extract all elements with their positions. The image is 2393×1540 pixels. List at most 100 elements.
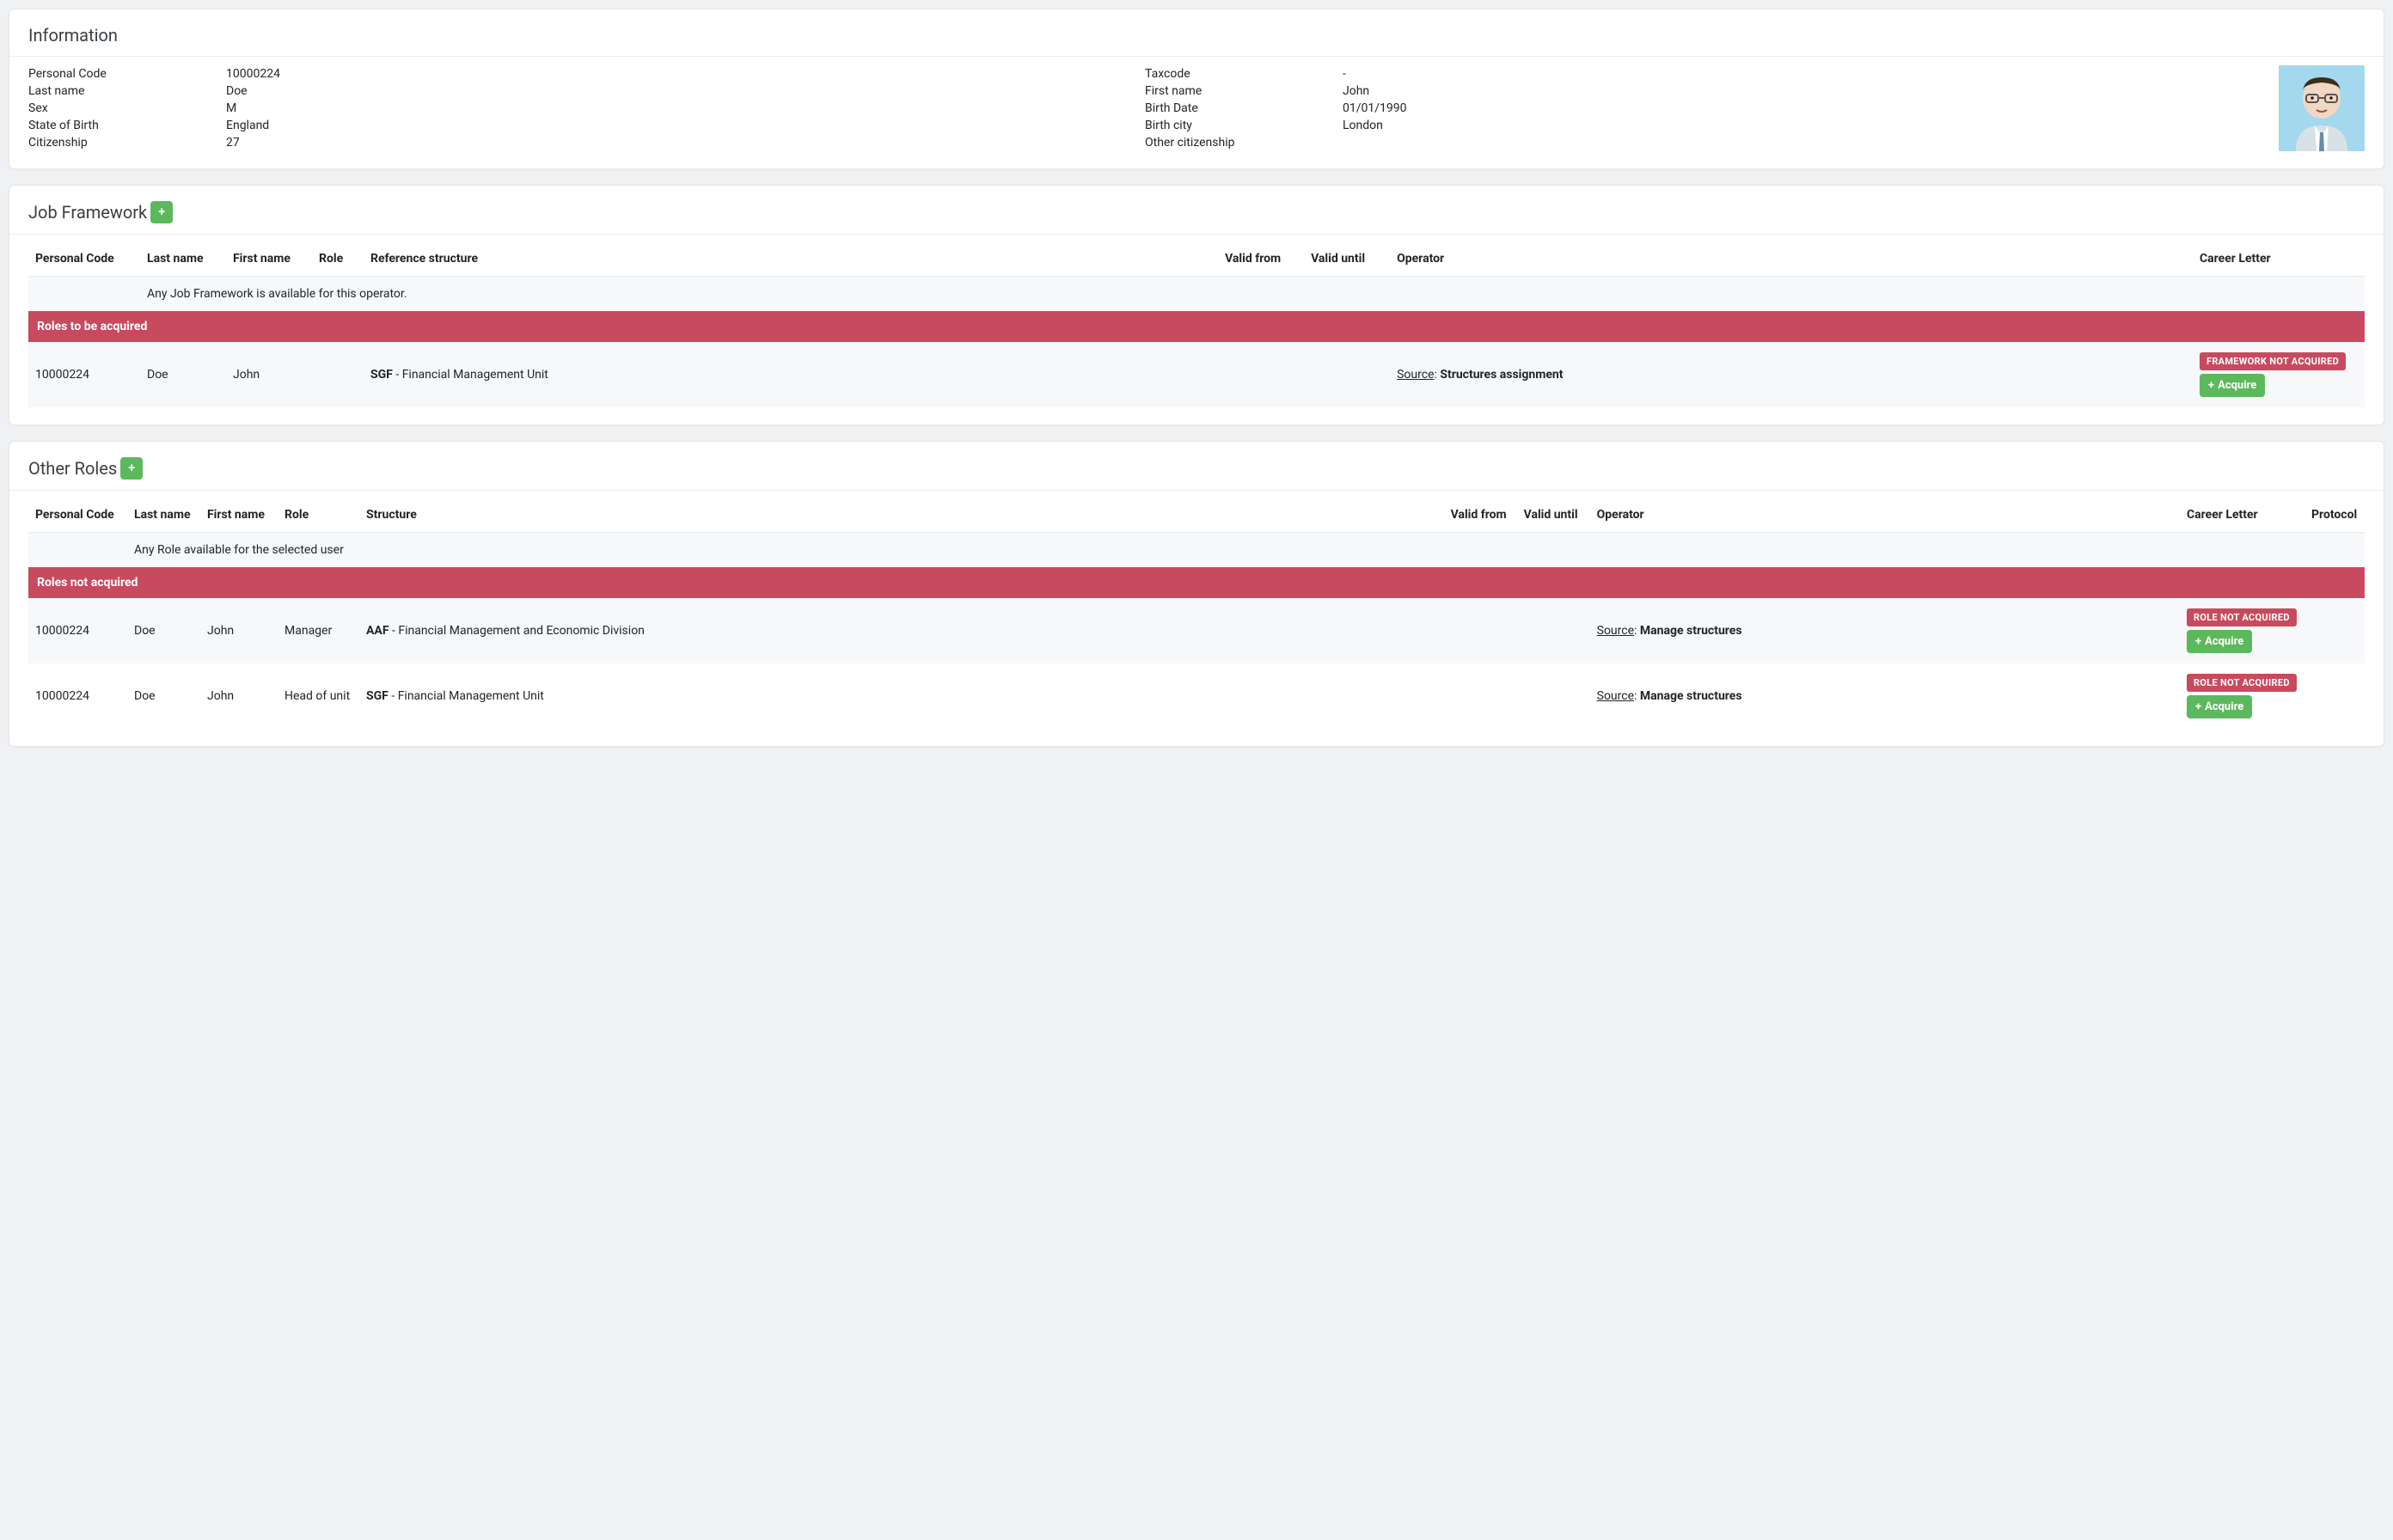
other-roles-table: Personal Code Last name First name Role … xyxy=(28,498,2365,729)
table-header-row: Personal Code Last name First name Role … xyxy=(28,498,2365,533)
job-framework-body: Personal Code Last name First name Role … xyxy=(9,241,2384,425)
structure-sep: - xyxy=(393,368,402,382)
other-roles-title: Other Roles xyxy=(28,458,117,479)
acquire-button[interactable]: + Acquire xyxy=(2187,630,2252,653)
table-row: 10000224 Doe John SGF - Financial Manage… xyxy=(28,342,2365,407)
info-right-column: Taxcode- First nameJohn Birth Date01/01/… xyxy=(1145,65,2261,151)
structure-sep: - xyxy=(389,624,399,638)
cell-valid-from xyxy=(1444,663,1517,729)
structure-code: AAF xyxy=(366,624,389,638)
cell-structure: AAF - Financial Management and Economic … xyxy=(359,598,1444,663)
cell-valid-until xyxy=(1517,663,1590,729)
info-left-column: Personal Code10000224 Last nameDoe SexM … xyxy=(28,65,1145,151)
cell-valid-from xyxy=(1444,598,1517,663)
job-framework-header: Job Framework + xyxy=(9,186,2384,235)
column-header: Operator xyxy=(1590,498,2180,533)
acquire-button[interactable]: + Acquire xyxy=(2187,695,2252,718)
column-header: Valid from xyxy=(1218,241,1304,277)
cell-protocol xyxy=(2304,598,2365,663)
info-value: 27 xyxy=(226,136,240,150)
cell-operator: Source: Manage structures xyxy=(1590,663,2180,729)
column-header: Valid until xyxy=(1304,241,1390,277)
empty-message: Any Job Framework is available for this … xyxy=(140,277,2365,312)
empty-row: Any Job Framework is available for this … xyxy=(28,277,2365,312)
table-row: 10000224 Doe John Manager AAF - Financia… xyxy=(28,598,2365,663)
status-badge: ROLE NOT ACQUIRED xyxy=(2187,674,2297,692)
plus-icon: + xyxy=(2195,635,2201,648)
add-other-role-button[interactable]: + xyxy=(120,457,143,480)
source-value: Manage structures xyxy=(1640,624,1742,638)
empty-row: Any Role available for the selected user xyxy=(28,533,2365,568)
column-header: Valid from xyxy=(1444,498,1517,533)
avatar-container xyxy=(2261,65,2365,151)
cell-valid-until xyxy=(1517,598,1590,663)
column-header: Personal Code xyxy=(28,241,140,277)
info-value: London xyxy=(1343,119,1383,132)
source-label: Source xyxy=(1397,368,1434,382)
plus-icon: + xyxy=(128,461,135,475)
acquire-button[interactable]: + Acquire xyxy=(2200,374,2265,397)
information-header: Information xyxy=(9,9,2384,57)
structure-name: Financial Management Unit xyxy=(402,368,548,382)
info-label: Birth city xyxy=(1145,119,1343,132)
plus-icon: + xyxy=(2208,379,2214,392)
column-header: Protocol xyxy=(2304,498,2365,533)
status-badge: ROLE NOT ACQUIRED xyxy=(2187,608,2297,626)
structure-name: Financial Management and Economic Divisi… xyxy=(398,624,645,638)
cell-protocol xyxy=(2304,663,2365,729)
cell-last-name: Doe xyxy=(140,342,226,407)
column-header: Personal Code xyxy=(28,498,127,533)
cell-structure: SGF - Financial Management Unit xyxy=(359,663,1444,729)
cell-first-name: John xyxy=(226,342,312,407)
add-job-framework-button[interactable]: + xyxy=(150,201,173,223)
cell-role: Head of unit xyxy=(278,663,359,729)
column-header: Last name xyxy=(140,241,226,277)
cell-actions: ROLE NOT ACQUIRED + Acquire xyxy=(2180,663,2304,729)
information-card: Information Personal Code10000224 Last n… xyxy=(9,9,2384,169)
cell-last-name: Doe xyxy=(127,598,200,663)
info-label: First name xyxy=(1145,84,1343,98)
column-header: Career Letter xyxy=(2193,241,2365,277)
cell-personal-code: 10000224 xyxy=(28,663,127,729)
column-header: Role xyxy=(312,241,364,277)
table-header-row: Personal Code Last name First name Role … xyxy=(28,241,2365,277)
section-header-row: Roles not acquired xyxy=(28,567,2365,598)
info-value: M xyxy=(226,101,236,115)
acquire-label: Acquire xyxy=(2205,635,2243,648)
source-colon: : xyxy=(1634,689,1640,703)
job-framework-title: Job Framework xyxy=(28,202,147,223)
info-label: Last name xyxy=(28,84,226,98)
info-value: John xyxy=(1343,84,1369,98)
info-label: Other citizenship xyxy=(1145,136,1343,150)
structure-code: SGF xyxy=(370,368,393,382)
empty-message: Any Role available for the selected user xyxy=(127,533,2365,568)
acquire-label: Acquire xyxy=(2205,700,2243,713)
structure-name: Financial Management Unit xyxy=(398,689,544,703)
info-value: England xyxy=(226,119,269,132)
plus-icon: + xyxy=(158,205,165,219)
cell-last-name: Doe xyxy=(127,663,200,729)
cell-structure: SGF - Financial Management Unit xyxy=(364,342,1218,407)
plus-icon: + xyxy=(2195,700,2201,713)
section-header-row: Roles to be acquired xyxy=(28,311,2365,342)
job-framework-card: Job Framework + Personal Code Last name … xyxy=(9,185,2384,425)
cell-operator: Source: Manage structures xyxy=(1590,598,2180,663)
info-value: Doe xyxy=(226,84,248,98)
column-header: First name xyxy=(200,498,278,533)
info-label: Taxcode xyxy=(1145,67,1343,81)
info-label: Birth Date xyxy=(1145,101,1343,115)
cell-role xyxy=(312,342,364,407)
acquire-label: Acquire xyxy=(2218,379,2256,392)
other-roles-card: Other Roles + Personal Code Last name Fi… xyxy=(9,441,2384,747)
column-header: Structure xyxy=(359,498,1444,533)
column-header: Operator xyxy=(1390,241,2193,277)
cell-first-name: John xyxy=(200,598,278,663)
avatar xyxy=(2279,65,2365,151)
info-label: Sex xyxy=(28,101,226,115)
info-label: State of Birth xyxy=(28,119,226,132)
job-framework-table: Personal Code Last name First name Role … xyxy=(28,241,2365,407)
source-value: Manage structures xyxy=(1640,689,1742,703)
cell-actions: FRAMEWORK NOT ACQUIRED + Acquire xyxy=(2193,342,2365,407)
info-label: Personal Code xyxy=(28,67,226,81)
information-title: Information xyxy=(28,25,118,46)
